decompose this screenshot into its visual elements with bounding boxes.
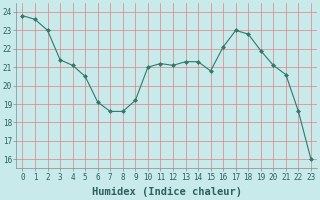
X-axis label: Humidex (Indice chaleur): Humidex (Indice chaleur): [92, 187, 242, 197]
